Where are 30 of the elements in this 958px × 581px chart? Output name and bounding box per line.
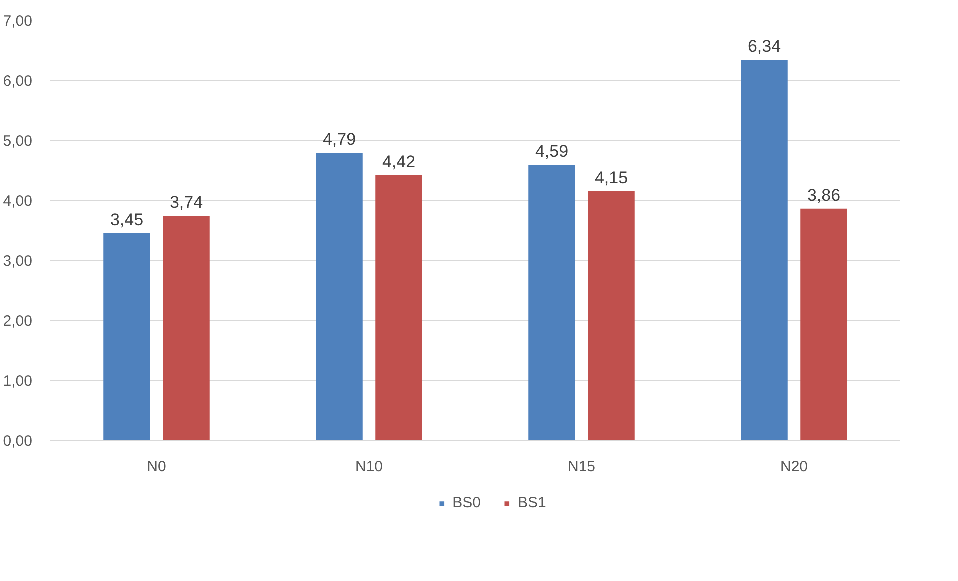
y-tick-label: 6,00 xyxy=(3,73,33,90)
y-tick-label: 0,00 xyxy=(3,433,33,450)
data-label: 4,59 xyxy=(535,142,569,162)
bar xyxy=(588,192,635,440)
y-tick-label: 5,00 xyxy=(3,133,33,150)
x-tick-label: N0 xyxy=(147,458,166,476)
y-tick-label: 1,00 xyxy=(3,373,33,390)
y-tick-label: 7,00 xyxy=(3,13,33,30)
x-tick-label: N10 xyxy=(355,458,384,476)
data-label: 3,86 xyxy=(807,186,841,205)
data-label: 4,79 xyxy=(322,130,356,150)
data-label: 4,42 xyxy=(382,152,416,172)
data-label: 3,45 xyxy=(110,210,144,230)
x-tick-label: N20 xyxy=(780,458,808,476)
bar xyxy=(376,175,422,440)
y-tick-label: 3,00 xyxy=(3,253,33,270)
data-label: 4,15 xyxy=(594,168,628,188)
bar xyxy=(316,153,363,440)
legend-label: BS0 xyxy=(452,494,481,512)
x-tick-label: N15 xyxy=(568,458,596,476)
bar xyxy=(741,60,788,440)
data-label: 3,74 xyxy=(170,193,204,212)
bar xyxy=(528,165,576,440)
y-tick-label: 2,00 xyxy=(3,313,33,330)
bar xyxy=(104,234,150,440)
bar xyxy=(800,208,848,440)
legend-label: BS1 xyxy=(518,494,546,512)
y-tick-label: 4,00 xyxy=(3,193,33,210)
bar xyxy=(163,216,210,440)
data-label: 6,34 xyxy=(748,37,782,56)
